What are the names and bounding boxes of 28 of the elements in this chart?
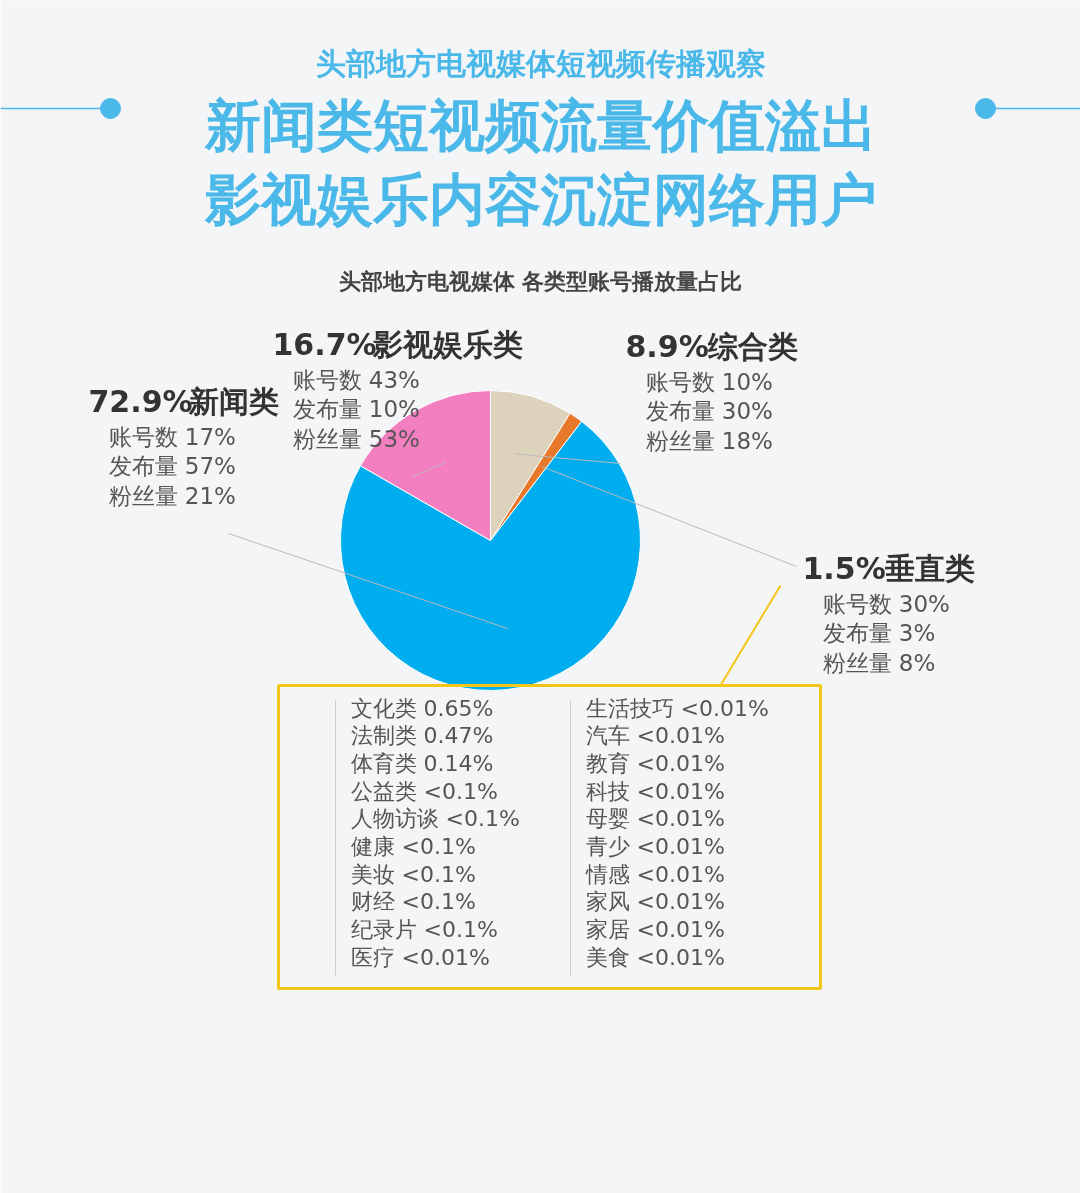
chart-subtitle: 头部地方电视媒体短视频传播观察: [315, 45, 766, 81]
text: 体育类 0.14%: [350, 750, 494, 776]
text: 文化类 0.65%: [350, 695, 494, 721]
text: 财经 <0.1%: [350, 889, 476, 915]
text: 母婴 <0.01%: [585, 806, 725, 832]
text: 法制类 0.47%: [350, 723, 494, 749]
text: 青少 <0.01%: [585, 834, 725, 859]
text: 账号数 30% 发布量 3% 粉丝量 8%: [822, 590, 950, 677]
text: 美食 <0.01%: [585, 944, 725, 970]
data-label: 1.5%: [802, 550, 886, 586]
text: 科技 <0.01%: [585, 778, 725, 804]
text: 头部地方电视媒体 各类型账号播放量占比: [338, 268, 743, 294]
text: 公益类 <0.1%: [350, 778, 498, 804]
text: 汽车 <0.01%: [585, 723, 725, 749]
text: 家居 <0.01%: [585, 917, 725, 943]
text: 教育 <0.01%: [585, 750, 725, 776]
chart-title: 新闻类短视频流量价值溢出影视娱乐内容沉淀网络用户: [203, 92, 877, 233]
text: 账号数 10% 发布量 30% 粉丝量 18%: [645, 368, 773, 455]
text: 纪录片 <0.1%: [350, 917, 498, 943]
text: 健康 <0.1%: [350, 834, 476, 859]
data-label: 8.9%: [625, 328, 709, 364]
text: 人物访谈 <0.1%: [350, 806, 520, 832]
text: 美妆 <0.1%: [350, 861, 476, 887]
text: 医疗 <0.01%: [350, 944, 490, 970]
text: 家风 <0.01%: [585, 889, 725, 915]
text: 账号数 17% 发布量 57% 粉丝量 21%: [108, 423, 236, 510]
text: 情感 <0.01%: [584, 861, 725, 887]
text: 生活技巧 <0.01%: [585, 695, 769, 721]
